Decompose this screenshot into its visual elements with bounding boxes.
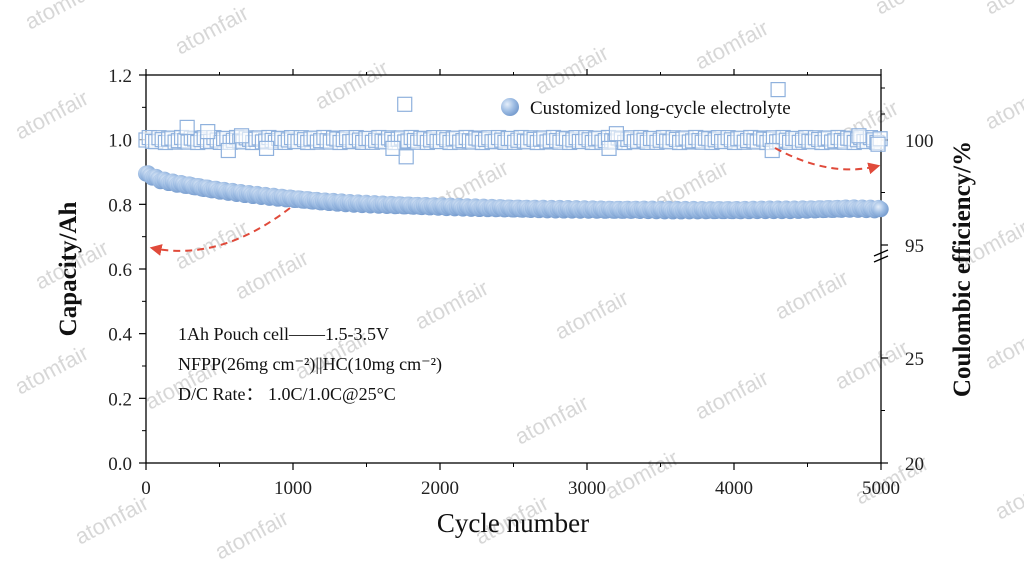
watermark-text: atomfair [511, 390, 593, 449]
y-right-tick-label: 95 [905, 236, 924, 257]
watermark-text: atomfair [691, 365, 773, 424]
watermark-text: atomfair [691, 15, 773, 74]
x-tick-label: 5000 [862, 478, 900, 499]
y-left-tick-label: 0.6 [108, 260, 132, 281]
watermark-text: atomfair [871, 0, 953, 19]
ce-outlier-point [220, 142, 236, 159]
annotation-cell: 1Ah Pouch cell——1.5-3.5V [178, 324, 389, 344]
x-tick-label: 0 [141, 478, 151, 499]
y-left-tick-label: 0.0 [108, 454, 132, 475]
watermark-text: atomfair [171, 215, 253, 274]
watermark-text: atomfair [231, 245, 313, 304]
watermark-text: atomfair [981, 315, 1024, 374]
watermark-text: atomfair [991, 465, 1024, 524]
watermark-text: atomfair [531, 40, 613, 99]
watermark-text: atomfair [771, 265, 853, 324]
watermark-text: atomfair [71, 490, 153, 549]
y-left-tick-label: 0.2 [108, 389, 132, 410]
axis-break-mark [873, 249, 889, 263]
ce-outlier-point [233, 128, 250, 144]
watermark-text: atomfair [981, 0, 1024, 19]
x-tick-label: 3000 [568, 478, 606, 499]
y-left-tick-label: 0.4 [108, 325, 132, 346]
watermark-text: atomfair [11, 85, 93, 144]
capacity-point [872, 201, 889, 218]
right-axis-title: Coulombic efficiency/% [949, 141, 976, 397]
y-right-tick-label: 100 [905, 131, 934, 152]
ce-outlier-point [385, 140, 401, 156]
ce-outlier-point [200, 123, 216, 140]
coulombic-efficiency-series [138, 81, 888, 165]
ce-outlier-point [258, 140, 275, 156]
watermark-text: atomfair [981, 75, 1024, 134]
y-left-tick-label: 0.8 [108, 195, 132, 216]
watermark-text: atomfair [311, 55, 393, 114]
ce-outlier-point [764, 142, 780, 159]
arrow-to-left-axis [149, 207, 291, 256]
y-left-tick-label: 1.0 [108, 131, 132, 152]
ce-outlier-point [398, 149, 414, 165]
ce-outlier-point [179, 119, 195, 136]
annotation-rate: D/C Rate： 1.0C/1.0C@25°C [178, 384, 396, 404]
y-left-tick-label: 1.2 [108, 66, 132, 87]
x-axis-title: Cycle number [437, 508, 589, 538]
y-right-tick-label: 25 [905, 349, 924, 370]
arrow-to-right-axis [774, 147, 881, 175]
ce-outlier-point [870, 136, 886, 152]
ce-outlier-point [601, 140, 617, 156]
watermark-text: atomfair [831, 335, 913, 394]
ce-outlier-point [851, 128, 867, 144]
x-tick-label: 2000 [421, 478, 459, 499]
watermark-text: atomfair [21, 0, 103, 34]
watermark-text: atomfair [11, 340, 93, 399]
capacity-series [138, 165, 889, 220]
legend-label: Customized long-cycle electrolyte [530, 98, 791, 119]
x-tick-label: 4000 [715, 478, 753, 499]
ce-outlier-point [608, 126, 625, 142]
watermark-text: atomfair [601, 445, 683, 504]
legend-marker [501, 98, 519, 116]
ce-outlier-point [770, 81, 786, 98]
axis-ticks [139, 69, 888, 470]
x-tick-label: 1000 [274, 478, 312, 499]
watermark-text: atomfair [411, 275, 493, 334]
ce-outlier-point [397, 96, 413, 112]
watermark-text: atomfair [171, 0, 253, 59]
tick-labels: 0 1000 2000 3000 4000 5000 0.0 0.2 0.4 0.6 0.8 1.0 1… [108, 66, 933, 499]
watermark-text: atomfair [211, 505, 293, 564]
y-right-tick-label: 20 [905, 454, 924, 475]
watermark-text: atomfair [551, 285, 633, 344]
left-axis-title: Capacity/Ah [55, 202, 82, 337]
annotation-electrodes: NFPP(26mg cm⁻²)||HC(10mg cm⁻²) [178, 354, 442, 375]
